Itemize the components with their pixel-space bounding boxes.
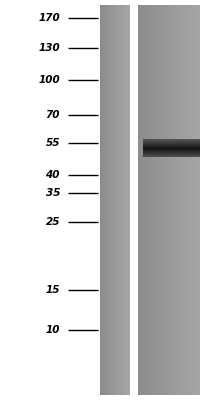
Text: 130: 130 — [38, 43, 60, 53]
Text: 170: 170 — [38, 13, 60, 23]
Bar — [130, 5, 138, 395]
Text: 40: 40 — [45, 170, 60, 180]
Text: 15: 15 — [45, 285, 60, 295]
Text: 10: 10 — [45, 325, 60, 335]
Text: 35: 35 — [45, 188, 60, 198]
Text: 25: 25 — [45, 217, 60, 227]
Text: 70: 70 — [45, 110, 60, 120]
Text: 100: 100 — [38, 75, 60, 85]
Text: 55: 55 — [45, 138, 60, 148]
